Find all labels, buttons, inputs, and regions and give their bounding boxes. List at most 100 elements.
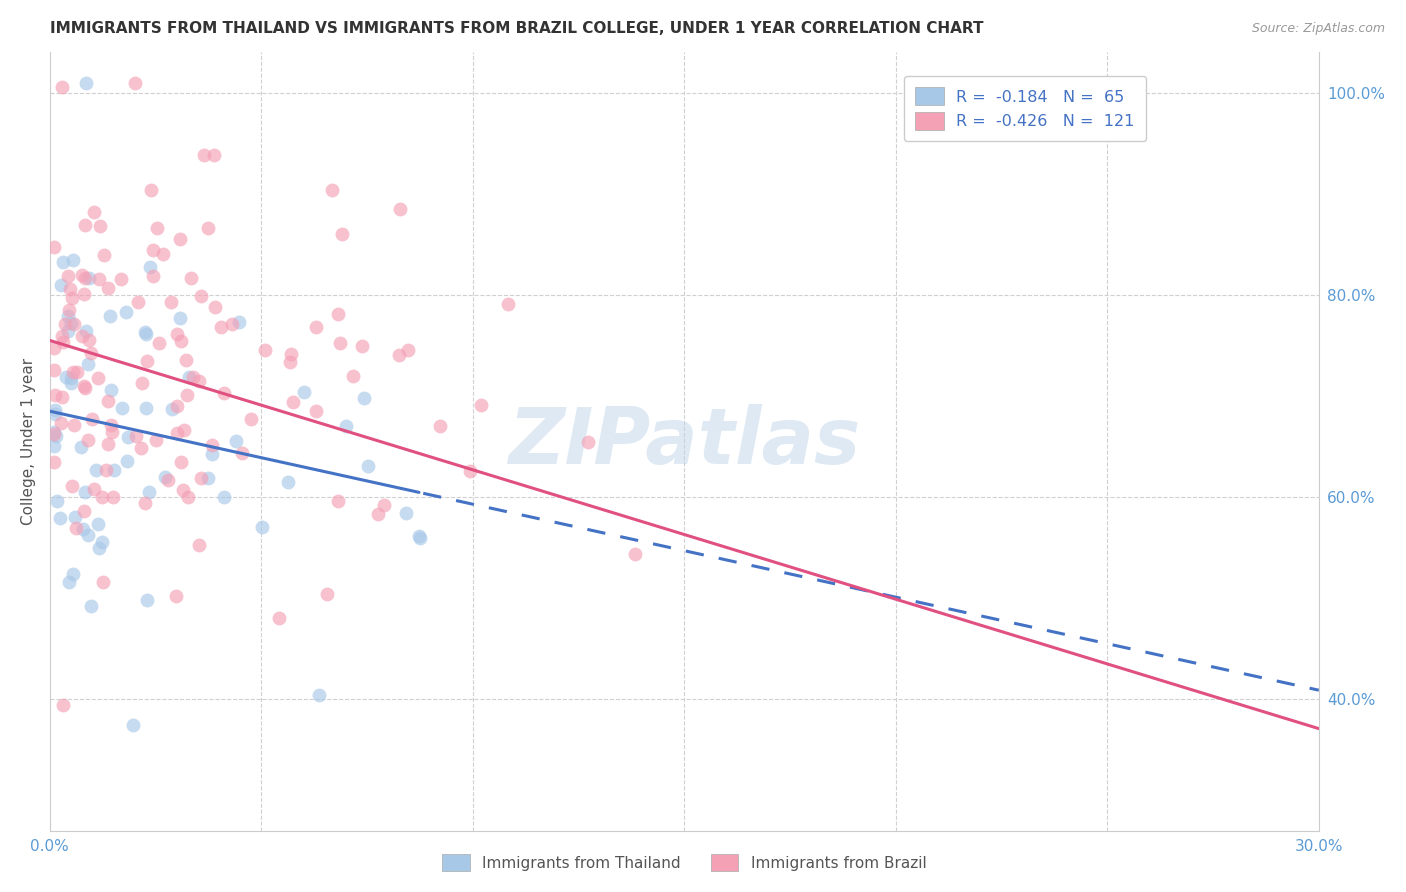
Point: [73, 218, 96, 232]
Point: [129, 441, 152, 455]
Point: [190, 289, 212, 303]
Point: [429, 418, 451, 433]
Point: [49, 277, 72, 292]
Point: [100, 383, 122, 397]
Point: [136, 354, 159, 368]
Point: [62, 253, 84, 268]
Point: [55, 370, 77, 384]
Point: [281, 394, 304, 409]
Point: [624, 547, 647, 561]
Point: [117, 430, 139, 444]
Point: [176, 388, 198, 402]
Point: [141, 268, 163, 283]
Point: [125, 429, 148, 443]
Point: [409, 531, 432, 545]
Point: [75, 76, 97, 90]
Point: [332, 227, 354, 241]
Point: [100, 425, 122, 439]
Point: [352, 338, 374, 352]
Point: [328, 307, 350, 321]
Point: [89, 541, 111, 555]
Point: [87, 517, 110, 532]
Point: [75, 324, 97, 338]
Point: [138, 485, 160, 500]
Point: [389, 202, 412, 216]
Point: [58, 303, 80, 318]
Point: [169, 232, 191, 246]
Point: [201, 438, 224, 452]
Point: [83, 205, 105, 219]
Point: [172, 483, 194, 498]
Point: [173, 423, 195, 437]
Point: [169, 310, 191, 325]
Text: Source: ZipAtlas.com: Source: ZipAtlas.com: [1251, 22, 1385, 36]
Point: [122, 718, 145, 732]
Point: [73, 485, 96, 500]
Point: [231, 446, 253, 460]
Point: [124, 76, 146, 90]
Point: [87, 370, 110, 384]
Point: [145, 433, 167, 447]
Point: [97, 437, 120, 451]
Point: [204, 300, 226, 314]
Point: [60, 479, 83, 493]
Point: [91, 574, 114, 589]
Point: [72, 268, 94, 282]
Point: [62, 365, 84, 379]
Point: [396, 343, 419, 357]
Point: [42, 240, 65, 254]
Y-axis label: College, Under 1 year: College, Under 1 year: [21, 358, 35, 525]
Point: [75, 270, 97, 285]
Point: [51, 390, 73, 404]
Point: [166, 327, 188, 342]
Point: [42, 440, 65, 454]
Point: [135, 593, 157, 607]
Point: [321, 183, 343, 197]
Point: [73, 381, 96, 395]
Point: [305, 404, 328, 418]
Point: [135, 326, 157, 341]
Point: [342, 368, 364, 383]
Point: [496, 297, 519, 311]
Point: [60, 291, 83, 305]
Point: [80, 411, 103, 425]
Point: [42, 426, 65, 441]
Point: [225, 434, 247, 448]
Point: [280, 346, 302, 360]
Point: [98, 309, 121, 323]
Point: [252, 520, 274, 534]
Point: [59, 316, 82, 330]
Point: [117, 453, 139, 467]
Point: [166, 426, 188, 441]
Point: [165, 589, 187, 603]
Point: [97, 281, 120, 295]
Point: [77, 528, 100, 542]
Point: [183, 370, 205, 384]
Point: [101, 491, 124, 505]
Point: [70, 440, 93, 454]
Point: [72, 522, 94, 536]
Point: [58, 268, 80, 283]
Point: [228, 314, 250, 328]
Point: [80, 345, 103, 359]
Point: [277, 475, 299, 489]
Point: [395, 506, 418, 520]
Point: [63, 317, 86, 331]
Point: [45, 428, 67, 442]
Point: [48, 511, 70, 525]
Point: [89, 219, 111, 234]
Point: [254, 343, 277, 358]
Point: [127, 295, 149, 310]
Point: [305, 320, 328, 334]
Point: [91, 490, 114, 504]
Point: [76, 433, 98, 447]
Point: [70, 328, 93, 343]
Point: [197, 471, 219, 485]
Point: [73, 503, 96, 517]
Text: IMMIGRANTS FROM THAILAND VS IMMIGRANTS FROM BRAZIL COLLEGE, UNDER 1 YEAR CORRELA: IMMIGRANTS FROM THAILAND VS IMMIGRANTS F…: [49, 21, 983, 36]
Point: [209, 319, 232, 334]
Point: [97, 394, 120, 409]
Point: [160, 294, 183, 309]
Point: [166, 399, 188, 413]
Point: [201, 447, 224, 461]
